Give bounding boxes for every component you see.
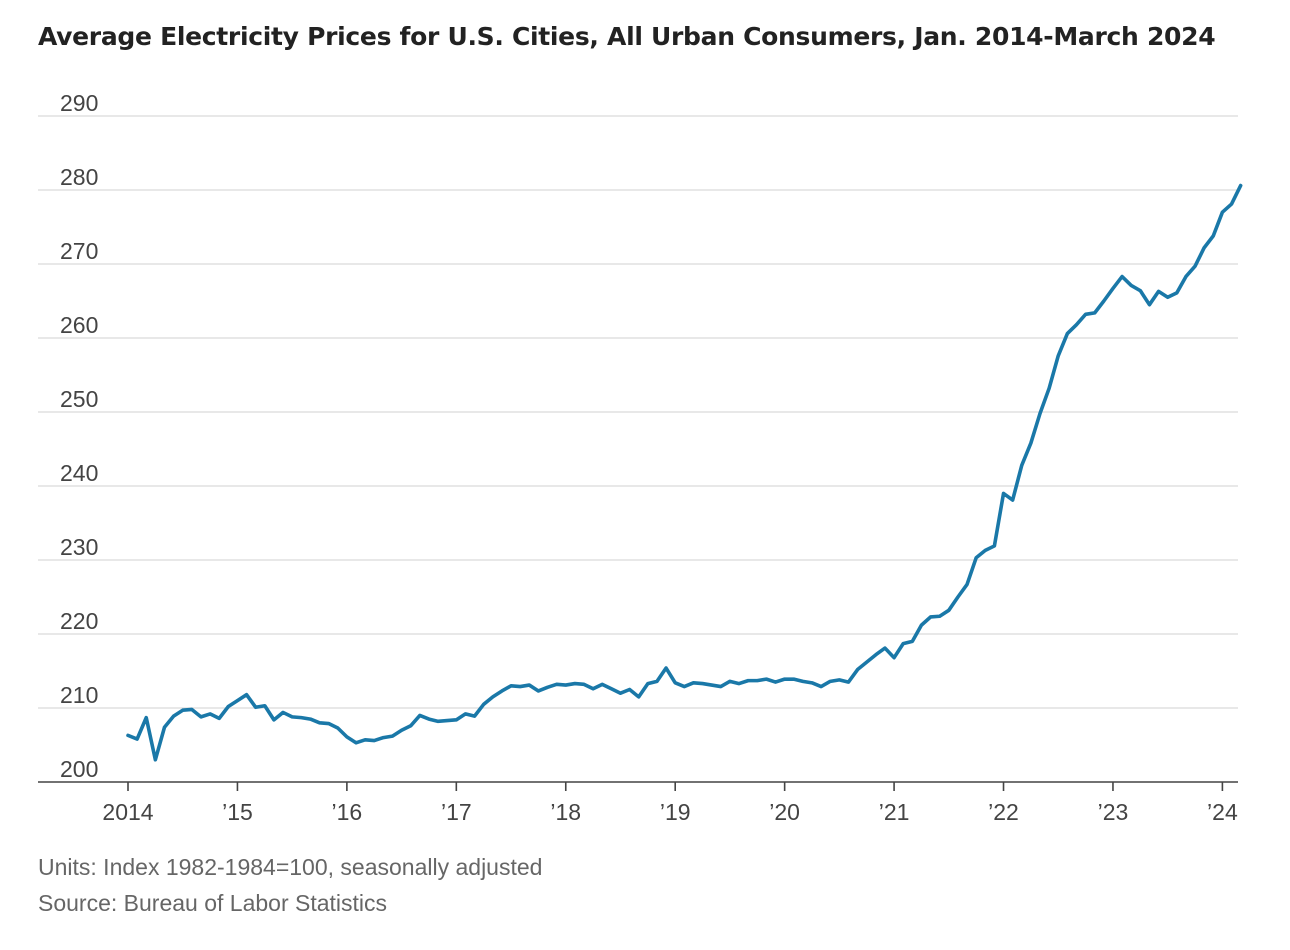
y-tick-label-240: 240	[60, 460, 98, 486]
grid-lines	[38, 115, 1238, 709]
y-tick-label-230: 230	[60, 534, 98, 560]
x-tick-label-2022-01: ’22	[988, 799, 1019, 825]
y-axis-labels: 200 210 220 230 240 250 260 270 280 290	[60, 90, 98, 782]
chart-title: Average Electricity Prices for U.S. Citi…	[38, 22, 1216, 51]
y-tick-label-290: 290	[60, 90, 98, 116]
y-tick-label-220: 220	[60, 608, 98, 634]
x-axis-labels: 2014 ’15 ’16 ’17 ’18 ’19 ’20 ’21 ’22 ’23 ’24	[102, 799, 1238, 825]
y-tick-label-200: 200	[60, 756, 98, 782]
units-note: Units: Index 1982-1984=100, seasonally a…	[38, 854, 543, 880]
x-tick-label-2014-01: 2014	[102, 799, 153, 825]
x-tick-label-2017-01: ’17	[441, 799, 472, 825]
x-tick-label-2018-01: ’18	[550, 799, 581, 825]
series-layer	[126, 183, 1243, 762]
x-tick-label-2016-01: ’16	[332, 799, 363, 825]
x-tick-label-2020-01: ’20	[769, 799, 800, 825]
series-line-0	[126, 183, 1243, 762]
x-tick-label-2019-01: ’19	[660, 799, 691, 825]
x-tick-label-2024-01: ’24	[1207, 799, 1238, 825]
y-tick-label-280: 280	[60, 164, 98, 190]
y-tick-label-260: 260	[60, 312, 98, 338]
x-axis	[38, 781, 1238, 791]
x-tick-label-2021-01: ’21	[879, 799, 910, 825]
source-note: Source: Bureau of Labor Statistics	[38, 890, 388, 916]
y-tick-label-250: 250	[60, 386, 98, 412]
y-tick-label-210: 210	[60, 682, 98, 708]
line-chart: 200 210 220 230 240 250 260 270 280 290 2014 ’15 ’1…	[38, 90, 1243, 825]
y-tick-label-270: 270	[60, 238, 98, 264]
x-tick-label-2015-01: ’15	[222, 799, 253, 825]
x-tick-label-2023-01: ’23	[1098, 799, 1129, 825]
